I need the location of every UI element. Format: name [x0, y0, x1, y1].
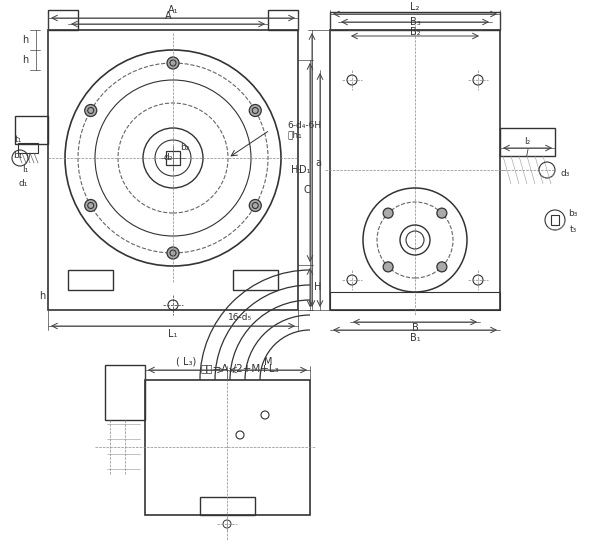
Bar: [48, 10, 78, 30]
Text: M: M: [264, 357, 272, 367]
Circle shape: [437, 262, 447, 272]
Text: h: h: [22, 35, 28, 45]
Bar: [330, 292, 500, 310]
Text: L₂: L₂: [410, 2, 419, 12]
Bar: [233, 270, 278, 290]
Text: h: h: [22, 55, 28, 65]
Circle shape: [383, 208, 393, 218]
Bar: [145, 380, 310, 515]
Circle shape: [85, 200, 97, 212]
Text: 總長=A₁/2+M+L₃: 總長=A₁/2+M+L₃: [200, 363, 280, 373]
Text: l: l: [28, 153, 30, 163]
Bar: [330, 30, 500, 310]
Circle shape: [383, 262, 393, 272]
Text: A: A: [164, 11, 172, 21]
Text: C: C: [303, 185, 310, 195]
Text: t₁: t₁: [15, 135, 22, 145]
Bar: [68, 270, 113, 290]
Text: b₃: b₃: [568, 208, 578, 218]
Text: l₂: l₂: [524, 138, 530, 146]
Text: a: a: [315, 158, 321, 168]
Text: B₂: B₂: [410, 27, 421, 37]
Text: d₃: d₃: [560, 169, 569, 177]
Bar: [551, 215, 559, 225]
Circle shape: [249, 200, 261, 212]
Text: ( L₃): ( L₃): [176, 357, 196, 367]
Text: A₁: A₁: [168, 5, 178, 15]
Circle shape: [249, 104, 261, 116]
Circle shape: [167, 247, 179, 259]
Text: b₁: b₁: [13, 151, 22, 159]
Text: H: H: [314, 282, 322, 292]
Text: B₁: B₁: [410, 333, 421, 343]
Circle shape: [437, 208, 447, 218]
Circle shape: [167, 57, 179, 69]
Bar: [200, 497, 255, 515]
Circle shape: [85, 104, 97, 116]
Text: d₂: d₂: [163, 153, 173, 163]
Text: t₃: t₃: [569, 226, 577, 234]
Text: d₁: d₁: [19, 178, 28, 188]
Text: 16-d₅: 16-d₅: [228, 313, 252, 323]
Text: 6-d₄-6H: 6-d₄-6H: [287, 121, 321, 129]
Text: L₁: L₁: [169, 329, 178, 339]
Bar: [105, 365, 145, 420]
Text: l₁: l₁: [22, 165, 28, 175]
Text: h: h: [39, 291, 45, 301]
Text: l: l: [526, 150, 528, 158]
Text: H₁: H₁: [291, 165, 302, 175]
Bar: [15, 116, 48, 144]
Text: B₃: B₃: [410, 17, 421, 27]
Bar: [500, 128, 555, 156]
Text: 深h₁: 深h₁: [287, 131, 302, 139]
Bar: [330, 12, 500, 30]
Bar: [268, 10, 298, 30]
Text: b₂: b₂: [181, 144, 190, 152]
Bar: [166, 151, 180, 165]
Bar: [18, 143, 38, 153]
Text: D₁: D₁: [299, 165, 310, 175]
Bar: [48, 30, 298, 310]
Text: B: B: [412, 323, 418, 333]
